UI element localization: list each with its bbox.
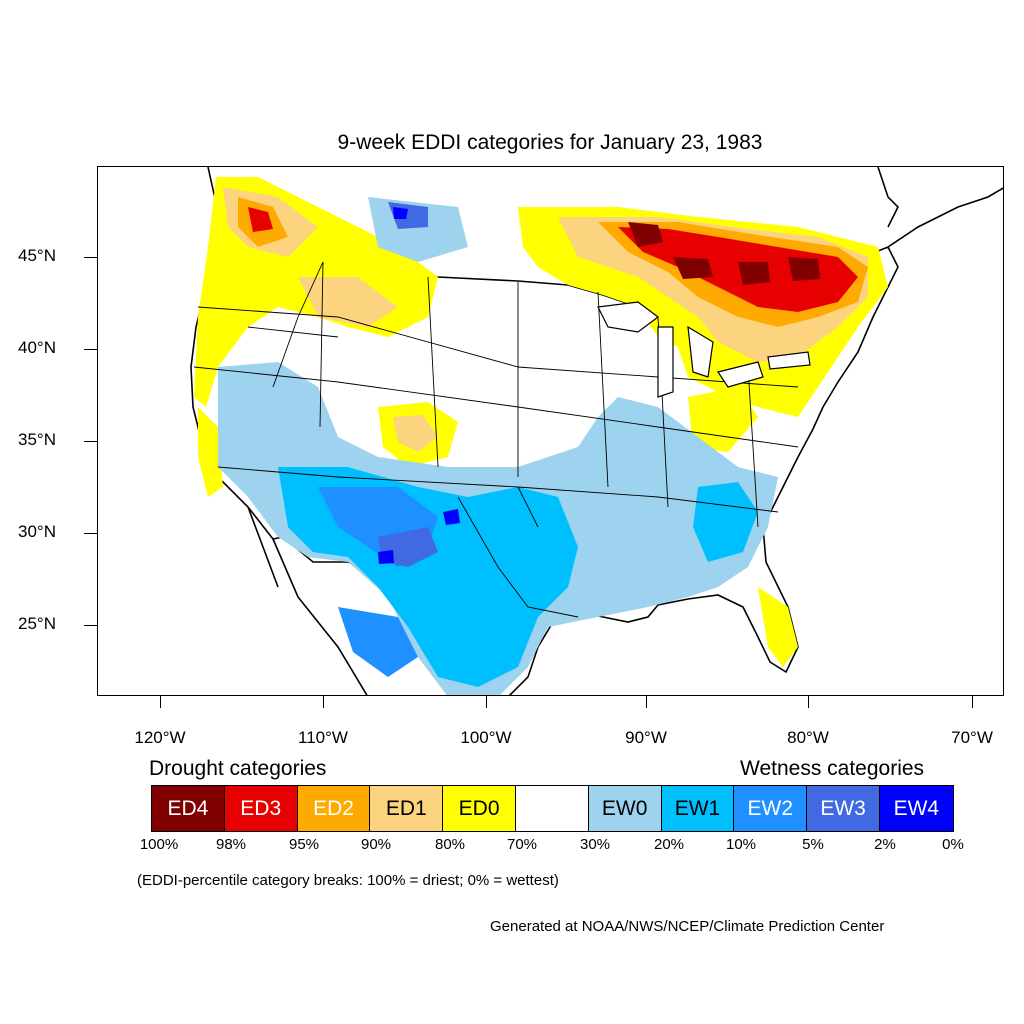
legend-box-ed2: ED2 bbox=[297, 786, 371, 831]
lat-label-45: 45°N bbox=[18, 246, 56, 265]
legend-box-ew1: EW1 bbox=[661, 786, 735, 831]
lon-tick-70 bbox=[972, 696, 973, 708]
eddi-map bbox=[190, 167, 1003, 695]
legend-box-ew3: EW3 bbox=[807, 786, 880, 831]
drought-shading bbox=[194, 177, 888, 667]
wetness-categories-heading: Wetness categories bbox=[740, 757, 925, 780]
coastlines bbox=[207, 167, 1003, 695]
lat-tick-35 bbox=[84, 441, 97, 442]
lat-label-35: 35°N bbox=[18, 430, 56, 449]
lat-label-40: 40°N bbox=[18, 338, 56, 357]
break-label-30: 30% bbox=[579, 836, 611, 853]
lon-label-70: 70°W bbox=[951, 728, 993, 747]
map-title: 9-week EDDI categories for January 23, 1… bbox=[337, 131, 763, 154]
lat-tick-25 bbox=[84, 625, 97, 626]
legend-box-ew0: EW0 bbox=[588, 786, 662, 831]
break-label-5: 5% bbox=[802, 836, 824, 853]
lat-label-30: 30°N bbox=[18, 522, 56, 541]
legend-box-ew4: EW4 bbox=[879, 786, 953, 831]
break-label-70: 70% bbox=[506, 836, 538, 853]
break-label-10: 10% bbox=[725, 836, 757, 853]
lon-tick-80 bbox=[808, 696, 809, 708]
lat-label-25: 25°N bbox=[18, 614, 56, 633]
break-label-90: 90% bbox=[360, 836, 392, 853]
lat-tick-40 bbox=[84, 349, 97, 350]
break-label-20: 20% bbox=[653, 836, 685, 853]
drought-categories-heading: Drought categories bbox=[149, 757, 327, 780]
lon-label-110: 110°W bbox=[298, 728, 348, 747]
lon-tick-110 bbox=[323, 696, 324, 708]
lon-tick-100 bbox=[486, 696, 487, 708]
legend-box-ed0: ED0 bbox=[443, 786, 516, 831]
legend-box-ew2: EW2 bbox=[734, 786, 808, 831]
lon-tick-120 bbox=[160, 696, 161, 708]
category-legend: ED4 ED3 ED2 ED1 ED0 EW0 EW1 EW2 EW3 EW4 bbox=[151, 785, 954, 832]
lat-tick-30 bbox=[84, 533, 97, 534]
break-label-98: 98% bbox=[215, 836, 247, 853]
lon-label-120: 120°W bbox=[134, 728, 186, 747]
lon-label-80: 80°W bbox=[787, 728, 829, 747]
lat-tick-45 bbox=[84, 257, 97, 258]
lon-tick-90 bbox=[646, 696, 647, 708]
map-panel bbox=[97, 166, 1004, 696]
lon-label-100: 100°W bbox=[460, 728, 512, 747]
break-label-100: 100% bbox=[139, 836, 179, 853]
break-label-95: 95% bbox=[288, 836, 320, 853]
wetness-shading bbox=[218, 197, 778, 695]
break-label-80: 80% bbox=[434, 836, 466, 853]
break-label-2: 2% bbox=[874, 836, 896, 853]
legend-box-ed1: ED1 bbox=[370, 786, 444, 831]
lon-label-90: 90°W bbox=[625, 728, 667, 747]
legend-box-ed4: ED4 bbox=[152, 786, 225, 831]
great-lakes bbox=[597, 301, 811, 398]
legend-box-ed3: ED3 bbox=[224, 786, 298, 831]
legend-box-normal bbox=[515, 786, 589, 831]
break-label-0: 0% bbox=[942, 836, 964, 853]
credit-line: Generated at NOAA/NWS/NCEP/Climate Predi… bbox=[490, 918, 885, 935]
state-boundaries bbox=[193, 261, 799, 618]
category-breaks-note: (EDDI-percentile category breaks: 100% =… bbox=[137, 872, 559, 889]
